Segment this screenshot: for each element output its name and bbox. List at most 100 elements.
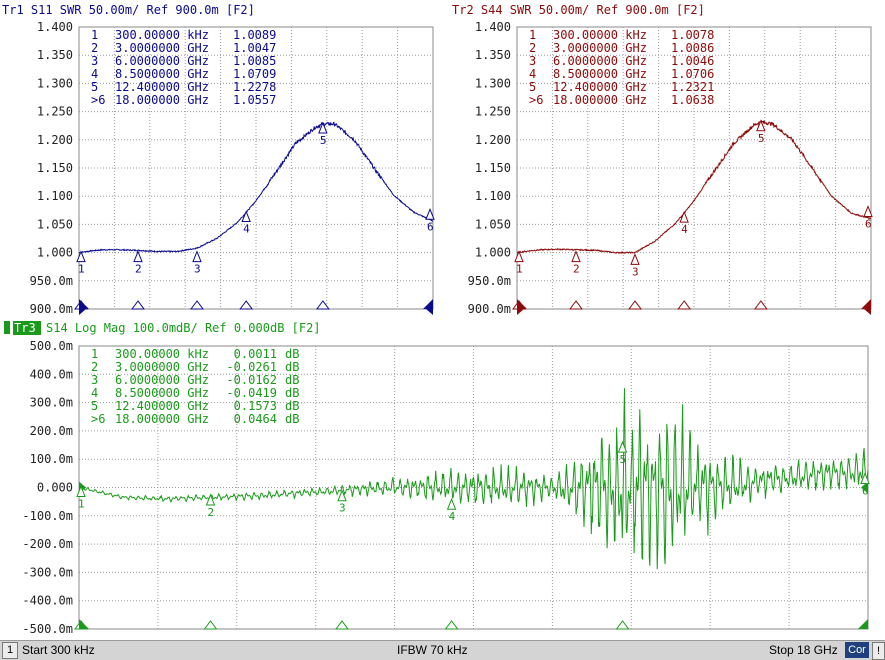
stop-frequency[interactable]: Stop 18 GHz xyxy=(769,643,838,657)
marker-label: 1 xyxy=(516,263,523,276)
marker-table-value: 1.0047 xyxy=(233,41,276,55)
marker-axis-triangle-active xyxy=(858,619,868,629)
y-tick-label: 1.350 xyxy=(37,48,73,62)
marker-table-unit: dB xyxy=(285,347,299,361)
correction-indicator[interactable]: Cor xyxy=(845,642,869,658)
marker-label: 5 xyxy=(320,134,327,147)
channel-indicator[interactable]: 1 xyxy=(2,642,18,659)
marker-label: 6 xyxy=(862,484,869,497)
marker-axis-triangle xyxy=(189,300,204,310)
marker-axis-triangle xyxy=(753,300,768,310)
marker-label: 3 xyxy=(194,263,201,276)
marker-table-id: >6 xyxy=(529,93,543,107)
marker-triangle xyxy=(617,440,628,453)
status-bar: 1 Start 300 kHz IFBW 70 kHz Stop 18 GHz … xyxy=(0,640,885,660)
marker-label: 5 xyxy=(620,453,627,466)
y-tick-label: 100.0m xyxy=(30,452,73,466)
y-tick-label: 1.000 xyxy=(475,246,511,260)
y-tick-label: -100.0m xyxy=(22,509,73,523)
marker-table-frequency: 18.000000 GHz xyxy=(553,93,647,107)
marker-table-id: 3 xyxy=(91,373,98,387)
y-tick-label: -200.0m xyxy=(22,537,73,551)
marker-table-value: 1.0709 xyxy=(233,67,276,81)
marker-table-frequency: 6.0000000 GHz xyxy=(115,373,209,387)
start-corner-marker xyxy=(79,619,89,629)
marker-table-value: 1.0085 xyxy=(233,54,276,68)
marker-axis-triangle-active xyxy=(861,299,871,309)
marker-table-value: 0.1573 xyxy=(234,399,277,413)
vna-plot-area: Tr1 S11 SWR 50.00m/ Ref 900.0m [F2] 1.400… xyxy=(2,3,873,636)
y-tick-label: 1.250 xyxy=(475,105,511,119)
marker-table-value: 1.2278 xyxy=(233,80,276,94)
marker-triangle xyxy=(514,250,524,263)
marker-table-id: 5 xyxy=(529,80,536,94)
y-tick-label: 1.250 xyxy=(37,105,73,119)
marker-triangle xyxy=(571,250,581,263)
marker-axis-triangle xyxy=(334,620,349,630)
marker-table-id: 5 xyxy=(91,80,98,94)
marker-table-frequency: 3.0000000 GHz xyxy=(553,41,647,55)
marker-table-value: -0.0261 xyxy=(226,360,277,374)
y-tick-label: 900.0m xyxy=(30,302,73,316)
y-tick-label: 1.100 xyxy=(475,189,511,203)
marker-table-value: 1.0078 xyxy=(671,28,714,42)
marker-label: 3 xyxy=(632,265,639,278)
marker-table-id: >6 xyxy=(91,412,105,426)
y-tick-label: 0.000 xyxy=(37,481,73,495)
marker-table-value: 1.2321 xyxy=(671,80,714,94)
y-tick-label: 1.200 xyxy=(475,133,511,147)
y-tick-label: 1.200 xyxy=(37,133,73,147)
panel-3: Tr3 S14 Log Mag 100.0mdB/ Ref 0.000dB [F2… xyxy=(4,321,870,636)
marker-table-id: 2 xyxy=(91,360,98,374)
marker-label: 4 xyxy=(681,223,688,236)
marker-table-frequency: 3.0000000 GHz xyxy=(115,360,209,374)
y-tick-label: 1.050 xyxy=(475,217,511,231)
marker-axis-triangle xyxy=(444,620,459,630)
marker-triangle xyxy=(318,121,328,134)
marker-table-value: 1.0706 xyxy=(671,67,714,81)
marker-table-id: 1 xyxy=(529,28,536,42)
warning-indicator: ! xyxy=(872,642,885,660)
marker-table-value: 1.0086 xyxy=(671,41,714,55)
marker-label: 4 xyxy=(243,223,250,236)
marker-label: 6 xyxy=(427,220,434,233)
trace-name: Tr3 xyxy=(14,321,36,335)
marker-table-value: 1.0557 xyxy=(233,93,276,107)
marker-table-frequency: 3.0000000 GHz xyxy=(115,41,209,55)
active-trace-flag xyxy=(4,321,10,334)
marker-triangle xyxy=(679,210,689,223)
marker-table-frequency: 300.00000 kHz xyxy=(553,28,647,42)
y-tick-label: 1.050 xyxy=(37,217,73,231)
marker-axis-triangle xyxy=(677,300,692,310)
marker-table-frequency: 12.400000 GHz xyxy=(553,80,647,94)
marker-label: 2 xyxy=(573,263,580,276)
marker-table-value: 0.0464 xyxy=(234,412,277,426)
marker-table-id: 1 xyxy=(91,28,98,42)
marker-label: 1 xyxy=(78,263,85,276)
y-tick-label: 300.0m xyxy=(30,396,73,410)
y-tick-label: 1.350 xyxy=(475,48,511,62)
marker-table-frequency: 8.5000000 GHz xyxy=(553,67,647,81)
marker-table-frequency: 300.00000 kHz xyxy=(115,347,209,361)
reference-level-arrow xyxy=(861,481,868,494)
marker-table-unit: dB xyxy=(285,373,299,387)
marker-label: 3 xyxy=(339,502,346,515)
trace-line xyxy=(78,121,434,254)
trace-header: Tr1 S11 SWR 50.00m/ Ref 900.0m [F2] xyxy=(2,3,255,17)
y-tick-label: 1.150 xyxy=(37,161,73,175)
marker-table-id: 2 xyxy=(91,41,98,55)
marker-axis-triangle xyxy=(615,620,630,630)
marker-label: 5 xyxy=(758,132,765,145)
active-trace-badge xyxy=(13,321,41,335)
marker-triangle xyxy=(337,489,347,502)
start-corner-marker xyxy=(79,299,89,309)
y-tick-label: -400.0m xyxy=(22,594,73,608)
marker-table-unit: dB xyxy=(285,386,299,400)
ifbw-readout[interactable]: IFBW 70 kHz xyxy=(397,643,468,657)
y-tick-label: 500.0m xyxy=(30,339,73,353)
marker-triangle xyxy=(205,493,216,506)
start-frequency[interactable]: Start 300 kHz xyxy=(22,643,95,657)
marker-triangle xyxy=(863,205,873,217)
y-tick-label: 1.100 xyxy=(37,189,73,203)
